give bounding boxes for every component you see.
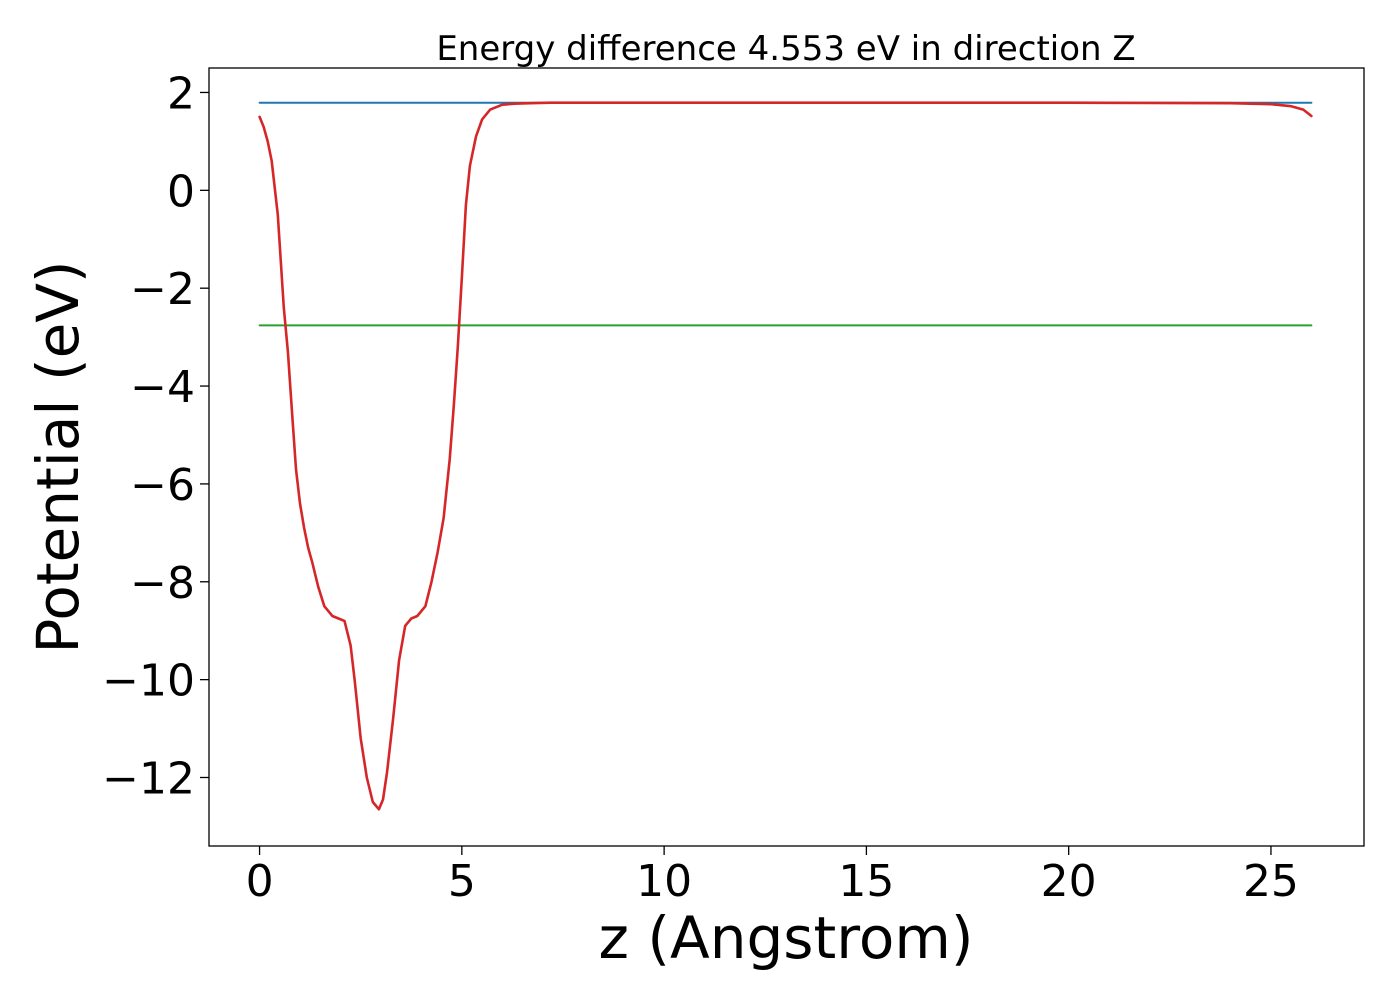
x-axis-label: z (Angstrom) (599, 904, 974, 972)
x-tick-label: 5 (448, 856, 476, 907)
x-tick-label: 10 (636, 856, 692, 907)
plot-frame (208, 67, 1365, 847)
x-tick-label: 15 (838, 856, 894, 907)
x-tick-label: 25 (1243, 856, 1299, 907)
y-tick-label: −6 (130, 460, 195, 511)
y-tick-label: −10 (102, 656, 195, 707)
plot-area (258, 101, 1313, 811)
y-tick-label: 2 (167, 68, 195, 119)
x-tick-label: 0 (246, 856, 274, 907)
potential-curve-line (258, 101, 1313, 811)
y-tick-label: 0 (167, 166, 195, 217)
x-tick-label: 20 (1041, 856, 1097, 907)
chart-title: Energy difference 4.553 eV in direction … (436, 29, 1135, 69)
y-tick-label: −8 (130, 558, 195, 609)
y-tick-label: −2 (130, 264, 195, 315)
y-tick-label: −4 (130, 362, 195, 413)
y-axis-label: Potential (eV) (24, 260, 92, 653)
y-tick-label: −12 (102, 753, 195, 804)
